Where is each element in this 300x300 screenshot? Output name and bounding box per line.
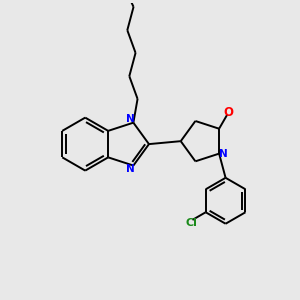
Text: N: N — [126, 164, 135, 174]
Text: Cl: Cl — [185, 218, 197, 228]
Text: N: N — [126, 114, 135, 124]
Text: N: N — [219, 148, 228, 159]
Text: O: O — [224, 106, 234, 119]
